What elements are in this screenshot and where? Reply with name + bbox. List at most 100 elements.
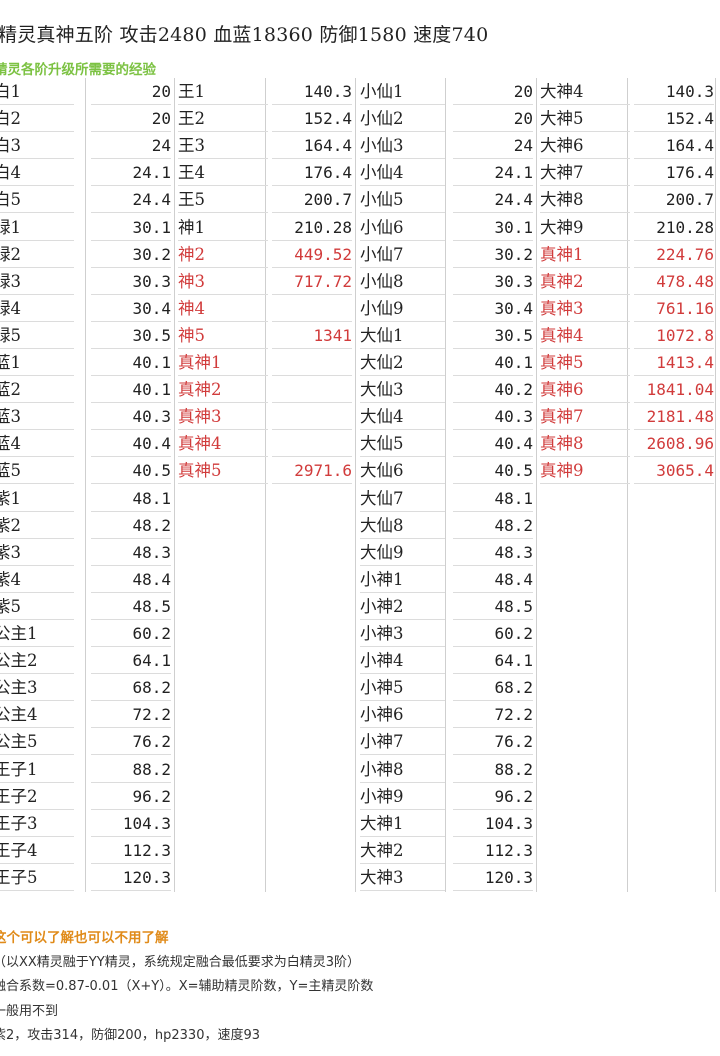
table-cell-name: 神3 xyxy=(178,268,268,295)
table-cell-name: 绿2 xyxy=(0,241,74,268)
table-cell-name: 大仙7 xyxy=(360,485,445,512)
table-cell-value: 30.3 xyxy=(91,268,171,295)
table-cell-value: 48.1 xyxy=(91,485,171,512)
table-cell-value: 104.3 xyxy=(91,810,171,837)
table-cell-name: 白3 xyxy=(0,132,74,159)
table-cell-name: 真神9 xyxy=(540,457,630,484)
notes-section: 这个可以了解也可以不用了解 （以XX精灵融于YY精灵，系统规定融合最低要求为白精… xyxy=(0,926,720,1049)
table-cell-name: 小仙9 xyxy=(360,295,445,322)
table-cell-value xyxy=(272,349,352,376)
table-cell-value: 40.1 xyxy=(453,349,533,376)
table-cell-name: 大仙4 xyxy=(360,403,445,430)
table-cell-name: 蓝4 xyxy=(0,430,74,457)
table-cell-value: 24.1 xyxy=(91,159,171,186)
table-cell-value: 210.28 xyxy=(634,214,714,241)
table-cell-name: 绿1 xyxy=(0,214,74,241)
table-cell-value: 224.76 xyxy=(634,241,714,268)
table-cell-value: 76.2 xyxy=(91,728,171,755)
table-cell-name: 王子2 xyxy=(0,783,74,810)
table-cell-name: 大神8 xyxy=(540,186,630,213)
grid-line xyxy=(627,78,628,892)
experience-table: 白1 20 白2 20 白3 24 白4 24.1 白5 24.4 绿1 30.1 绿2 30.2 绿3 30… xyxy=(0,78,716,892)
table-cell-value: 40.3 xyxy=(453,403,533,430)
table-cell-name: 小神5 xyxy=(360,674,445,701)
table-cell-name: 蓝3 xyxy=(0,403,74,430)
table-cell-name: 绿4 xyxy=(0,295,74,322)
table-cell-value: 72.2 xyxy=(91,701,171,728)
table-cell-value: 40.1 xyxy=(91,349,171,376)
table-cell-name: 紫3 xyxy=(0,539,74,566)
table-cell-name: 王子5 xyxy=(0,864,74,891)
table-cell-name: 大神3 xyxy=(360,864,445,891)
table-cell-value: 30.3 xyxy=(453,268,533,295)
table-cell-name: 蓝5 xyxy=(0,457,74,484)
table-cell-value: 24.4 xyxy=(453,186,533,213)
table-cell-name: 小仙3 xyxy=(360,132,445,159)
table-cell-value: 60.2 xyxy=(91,620,171,647)
table-cell-name: 真神2 xyxy=(178,376,268,403)
table-cell-name: 小神7 xyxy=(360,728,445,755)
table-cell-name: 白1 xyxy=(0,78,74,105)
grid-line xyxy=(174,78,175,892)
table-cell-value: 96.2 xyxy=(91,783,171,810)
table-cell-name: 大神6 xyxy=(540,132,630,159)
table-cell-name: 绿5 xyxy=(0,322,74,349)
table-cell-name: 王3 xyxy=(178,132,268,159)
table-cell-name: 大仙6 xyxy=(360,457,445,484)
table-cell-value: 210.28 xyxy=(272,214,352,241)
table-cell-name: 王1 xyxy=(178,78,268,105)
table-cell-value: 761.16 xyxy=(634,295,714,322)
table-cell-value: 176.4 xyxy=(634,159,714,186)
table-cell-value: 164.4 xyxy=(272,132,352,159)
table-cell-value: 120.3 xyxy=(453,864,533,891)
table-cell-name: 小神8 xyxy=(360,756,445,783)
table-cell-value: 48.2 xyxy=(91,512,171,539)
table-cell-value: 30.4 xyxy=(453,295,533,322)
table-cell-name: 公主2 xyxy=(0,647,74,674)
table-cell-value: 68.2 xyxy=(91,674,171,701)
table-cell-value: 88.2 xyxy=(453,756,533,783)
table-cell-name: 真神6 xyxy=(540,376,630,403)
table-cell-value: 30.5 xyxy=(453,322,533,349)
table-cell-name: 蓝1 xyxy=(0,349,74,376)
table-cell-value: 96.2 xyxy=(453,783,533,810)
table-cell-value: 24.4 xyxy=(91,186,171,213)
table-cell-name: 真神2 xyxy=(540,268,630,295)
table-cell-value: 1841.04 xyxy=(634,376,714,403)
table-cell-name: 小神4 xyxy=(360,647,445,674)
table-cell-value xyxy=(272,403,352,430)
table-cell-value: 20 xyxy=(91,78,171,105)
table-cell-value: 48.4 xyxy=(453,566,533,593)
table-cell-name: 真神4 xyxy=(540,322,630,349)
table-cell-name: 大神5 xyxy=(540,105,630,132)
table-cell-name: 白2 xyxy=(0,105,74,132)
table-cell-value: 40.3 xyxy=(91,403,171,430)
table-cell-name: 白5 xyxy=(0,186,74,213)
table-cell-value: 1413.4 xyxy=(634,349,714,376)
notes-heading: 这个可以了解也可以不用了解 xyxy=(0,930,169,946)
table-cell-value: 2181.48 xyxy=(634,403,714,430)
table-cell-value: 152.4 xyxy=(272,105,352,132)
table-cell-name: 神4 xyxy=(178,295,268,322)
table-cell-name: 小仙1 xyxy=(360,78,445,105)
table-cell-name: 王子3 xyxy=(0,810,74,837)
table-cell-value: 30.2 xyxy=(91,241,171,268)
grid-line xyxy=(715,78,716,892)
table-cell-name: 大仙8 xyxy=(360,512,445,539)
table-cell-value: 140.3 xyxy=(634,78,714,105)
table-cell-value: 112.3 xyxy=(453,837,533,864)
grid-line xyxy=(536,78,537,892)
table-cell-value: 2608.96 xyxy=(634,430,714,457)
table-cell-name: 小神9 xyxy=(360,783,445,810)
table-cell-name: 蓝2 xyxy=(0,376,74,403)
section-heading: 精灵各阶升级所需要的经验 xyxy=(0,62,156,78)
table-cell-name: 王2 xyxy=(178,105,268,132)
table-cell-name: 真神3 xyxy=(178,403,268,430)
table-cell-value: 64.1 xyxy=(453,647,533,674)
table-cell-name: 真神5 xyxy=(540,349,630,376)
table-cell-name: 大神9 xyxy=(540,214,630,241)
table-cell-value: 48.1 xyxy=(453,485,533,512)
table-cell-value: 48.5 xyxy=(453,593,533,620)
table-cell-name: 大神1 xyxy=(360,810,445,837)
table-cell-value: 30.4 xyxy=(91,295,171,322)
